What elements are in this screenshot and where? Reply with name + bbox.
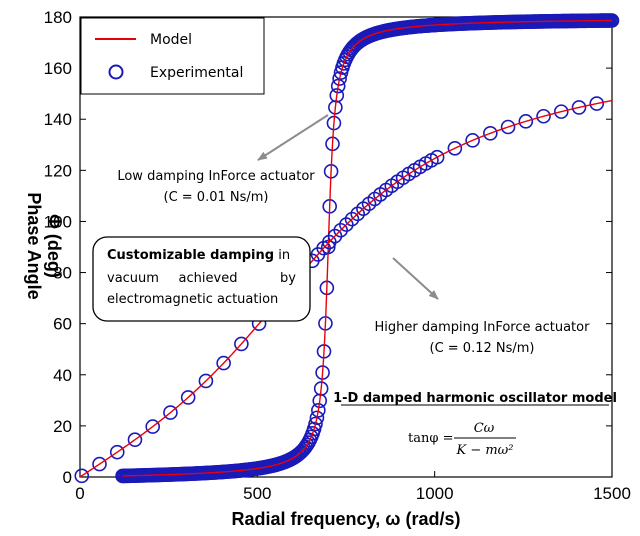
y-tick-label: 60 xyxy=(53,315,72,334)
legend-experimental-label: Experimental xyxy=(150,65,243,81)
experimental-point xyxy=(109,444,125,460)
y-tick-label: 120 xyxy=(44,161,72,180)
damping-note-bold: Customizable damping xyxy=(107,248,274,263)
experimental-point xyxy=(311,403,326,418)
damping-note-line2-c: by xyxy=(280,271,296,286)
model-equation: 1-D damped harmonic oscillator model tan… xyxy=(333,391,617,458)
y-axis-title: Phase Angle Φ (deg) xyxy=(24,192,64,299)
series-group-1 xyxy=(115,13,620,484)
damping-note-line2-a: vacuum xyxy=(107,271,159,286)
legend-box xyxy=(80,17,265,95)
y-tick-label: 100 xyxy=(44,212,72,231)
legend-model-label: Model xyxy=(150,32,192,48)
experimental-point xyxy=(329,88,345,103)
damping-note-frame xyxy=(92,236,311,322)
high-damping-label-line2: (C = 0.12 Ns/m) xyxy=(430,341,535,356)
y-tick-label: 80 xyxy=(53,264,72,283)
equation-numerator: Cω xyxy=(474,421,495,436)
y-tick-label: 160 xyxy=(44,59,72,78)
damping-note-line1-rest: in xyxy=(274,248,290,263)
experimental-point xyxy=(536,108,551,124)
y-tick-label: 40 xyxy=(53,366,72,385)
experimental-point xyxy=(92,456,107,472)
experimental-point xyxy=(553,104,569,119)
experimental-point xyxy=(447,140,463,156)
experimental-point xyxy=(163,405,178,420)
y-tick-label: 20 xyxy=(53,417,72,436)
experimental-point xyxy=(180,390,196,405)
experimental-point xyxy=(483,126,498,141)
experimental-point xyxy=(127,432,143,448)
low-damping-label-line2: (C = 0.01 Ns/m) xyxy=(164,190,269,205)
experimental-point xyxy=(465,133,480,148)
x-tick-label: 1500 xyxy=(593,484,631,503)
experimental-point xyxy=(234,336,249,352)
equation-denominator: K − mω² xyxy=(455,443,513,458)
legend: Model Experimental xyxy=(80,17,265,95)
experimental-point xyxy=(330,78,346,94)
y-tick-label: 180 xyxy=(44,8,72,27)
experimental-point xyxy=(309,410,325,426)
experimental-point xyxy=(332,71,347,86)
low-damping-label-line1: Low damping InForce actuator xyxy=(117,169,315,184)
plot-frame xyxy=(79,16,613,478)
experimental-point xyxy=(198,373,214,389)
model-curve xyxy=(122,19,613,477)
damping-note-line3: electromagnetic actuation xyxy=(107,292,278,307)
x-tick-label: 1000 xyxy=(416,484,454,503)
legend-experimental-swatch xyxy=(108,64,124,80)
series-layer xyxy=(74,13,620,484)
experimental-point xyxy=(571,100,587,115)
experimental-point xyxy=(518,114,534,129)
y-tick-label: 140 xyxy=(44,110,72,129)
experimental-point xyxy=(429,149,445,165)
damping-note-line2-b: achieved xyxy=(179,271,238,286)
low-damping-arrow xyxy=(257,114,329,161)
equation-lhs: tanφ = xyxy=(408,431,453,446)
series-group-2 xyxy=(74,96,613,484)
damping-note-box: Customizable damping in vacuum achieved … xyxy=(92,236,311,322)
experimental-point xyxy=(145,419,161,434)
experimental-point xyxy=(500,119,516,135)
experimental-point xyxy=(216,355,231,371)
model-title: 1-D damped harmonic oscillator model xyxy=(333,391,617,406)
axis-ticks: 0 500 1000 1500 0 20 40 60 80 100 120 140 160 180 xyxy=(44,8,631,503)
x-tick-label: 0 xyxy=(75,484,84,503)
high-damping-label-line1: Higher damping InForce actuator xyxy=(375,320,591,335)
y-axis-title-line1: Phase Angle xyxy=(24,192,44,299)
x-tick-label: 500 xyxy=(243,484,271,503)
experimental-point xyxy=(74,468,90,484)
experimental-point xyxy=(308,416,323,432)
experimental-point xyxy=(589,96,605,111)
model-curve xyxy=(79,99,613,478)
x-axis-title: Radial frequency, ω (rad/s) xyxy=(232,509,461,529)
y-axis-title-line2: Φ (deg) xyxy=(44,214,64,278)
damping-note-line1: Customizable damping in xyxy=(107,248,290,263)
high-damping-arrow xyxy=(392,257,439,300)
y-tick-label: 0 xyxy=(63,468,72,487)
